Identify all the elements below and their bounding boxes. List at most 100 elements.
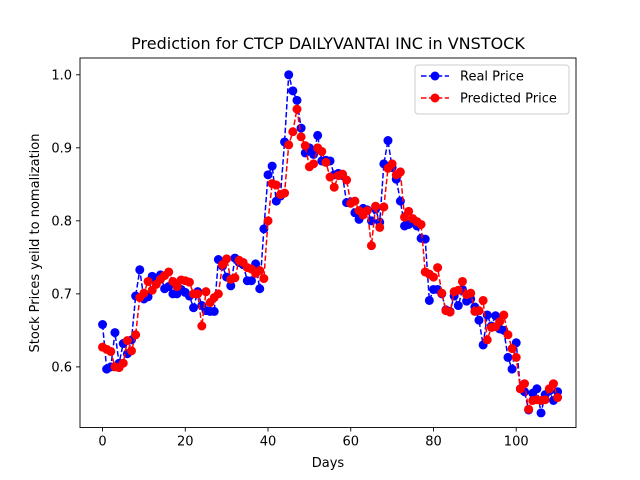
predicted-price-point: [122, 336, 132, 346]
predicted-price-point: [507, 344, 517, 354]
real-price-point: [98, 320, 108, 330]
predicted-price-point: [222, 254, 232, 264]
real-price-point: [507, 364, 517, 374]
predicted-price-point: [342, 175, 352, 185]
real-price-point: [288, 86, 298, 96]
predicted-price-point: [184, 277, 194, 287]
predicted-price-point: [495, 317, 505, 327]
real-price-point: [259, 224, 269, 234]
y-tick-label: 0.7: [51, 287, 72, 302]
series-layer: [98, 70, 563, 418]
predicted-price-point: [478, 295, 488, 305]
predicted-price-point: [106, 347, 116, 357]
real-price-point: [135, 265, 145, 275]
legend-label-real: Real Price: [460, 70, 524, 85]
x-tick-label: 40: [260, 435, 277, 450]
predicted-price-point: [164, 267, 174, 277]
x-axis: 0 20 40 60 80 100: [98, 427, 529, 450]
predicted-price-point: [395, 167, 405, 177]
predicted-price-point: [259, 274, 269, 284]
predicted-price-point: [201, 287, 211, 297]
real-price-point: [313, 130, 323, 140]
predicted-price-point: [127, 346, 136, 356]
predicted-price-point: [548, 379, 558, 389]
real-price-point: [453, 301, 463, 311]
predicted-price-point: [362, 206, 372, 216]
predicted-price-point: [366, 241, 376, 251]
predicted-price-point: [437, 288, 447, 298]
predicted-price-point: [296, 132, 306, 142]
real-price-series: [98, 70, 563, 418]
predicted-price-point: [292, 104, 302, 114]
predicted-price-point: [350, 196, 360, 206]
y-tick-label: 0.8: [51, 214, 72, 229]
real-price-point: [246, 276, 256, 286]
predicted-price-point: [263, 216, 273, 226]
real-price-point: [292, 95, 302, 105]
predicted-price-point: [300, 141, 310, 151]
y-axis-label: Stock Prices yeild to nomalization: [28, 134, 43, 353]
predicted-price-point: [118, 358, 128, 368]
predicted-price-point: [309, 159, 319, 169]
real-price-point: [536, 408, 546, 418]
predicted-price-point: [143, 276, 153, 286]
real-price-point: [474, 315, 484, 325]
predicted-price-point: [466, 288, 476, 298]
predicted-price-point: [329, 182, 339, 192]
predicted-price-point: [524, 404, 534, 414]
legend-marker-real: [430, 71, 440, 81]
x-tick-label: 60: [342, 435, 359, 450]
predicted-price-point: [321, 157, 331, 167]
real-price-point: [424, 295, 434, 305]
predicted-price-point: [379, 202, 389, 212]
predicted-price-point: [197, 321, 207, 331]
legend-marker-predicted: [430, 93, 440, 103]
y-tick-label: 0.9: [51, 141, 72, 156]
predicted-price-point: [482, 335, 492, 345]
y-axis: 0.6 0.7 0.8 0.9 1.0: [51, 68, 80, 375]
predicted-price-point: [416, 219, 426, 229]
real-price-point: [110, 328, 120, 338]
real-price-point: [267, 161, 277, 171]
predicted-price-point: [213, 289, 223, 299]
y-tick-label: 0.6: [51, 360, 72, 375]
predicted-price-point: [499, 310, 509, 320]
y-tick-label: 1.0: [51, 68, 72, 83]
predicted-price-point: [511, 352, 521, 362]
predicted-price-point: [387, 159, 397, 169]
x-tick-label: 80: [425, 435, 442, 450]
predicted-price-point: [404, 206, 414, 216]
real-price-point: [255, 284, 265, 294]
real-price-point: [503, 352, 513, 362]
predicted-price-point: [280, 188, 290, 198]
predicted-price-point: [433, 263, 443, 273]
legend-label-predicted: Predicted Price: [460, 92, 557, 107]
predicted-price-point: [474, 306, 484, 316]
predicted-price-point: [317, 146, 327, 156]
real-price-point: [383, 136, 393, 146]
predicted-price-point: [375, 222, 385, 232]
predicted-price-point: [284, 140, 294, 150]
real-price-point: [296, 123, 306, 133]
predicted-price-point: [325, 172, 335, 182]
plot-frame: [79, 57, 577, 428]
predicted-price-point: [453, 285, 463, 295]
chart-title: Prediction for CTCP DAILYVANTAI INC in V…: [131, 34, 525, 53]
predicted-price-point: [553, 393, 563, 403]
legend: Real Price Predicted Price: [414, 64, 570, 115]
x-tick-label: 0: [98, 435, 106, 450]
predicted-price-point: [271, 180, 281, 190]
legend-box: [414, 64, 570, 115]
real-price-point: [263, 170, 273, 180]
predicted-price-point: [193, 289, 203, 299]
predicted-price-series: [98, 104, 563, 414]
real-price-point: [209, 306, 219, 316]
predicted-price-point: [139, 288, 149, 298]
predicted-price-point: [288, 127, 298, 137]
predicted-price-point: [540, 395, 550, 405]
real-price-point: [189, 303, 199, 313]
x-tick-label: 20: [177, 435, 194, 450]
real-price-point: [284, 70, 294, 80]
predicted-price-point: [457, 276, 467, 286]
